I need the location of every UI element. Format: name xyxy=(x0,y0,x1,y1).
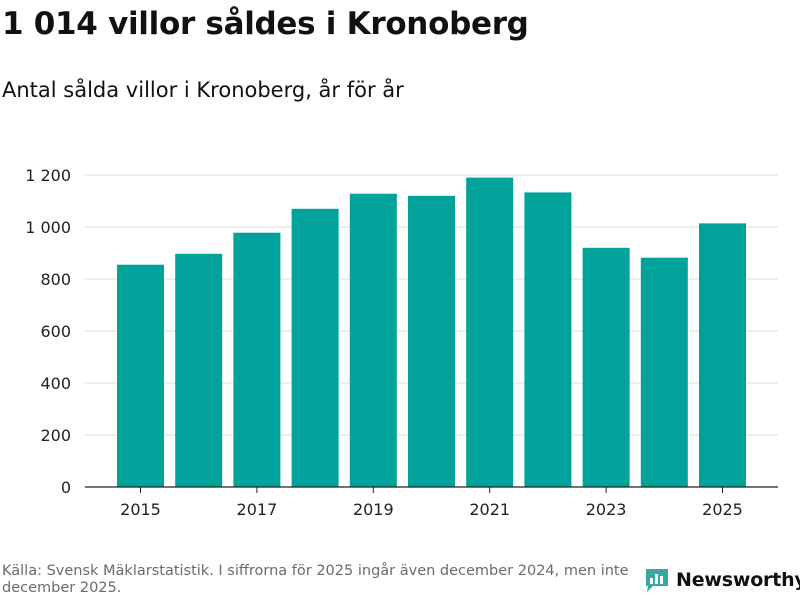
y-tick-label: 800 xyxy=(40,270,71,289)
x-tick-label: 2015 xyxy=(120,500,161,519)
x-tick-label: 2023 xyxy=(586,500,627,519)
bar-2018[interactable] xyxy=(291,208,339,488)
bar-2024[interactable] xyxy=(640,257,688,487)
axes: 0 200 400 600 800 1 000 1 200 2015 2017 2019 2021 2… xyxy=(25,166,778,519)
bars xyxy=(117,177,746,488)
x-tick-label: 2017 xyxy=(237,500,278,519)
x-tick-label: 2019 xyxy=(353,500,394,519)
newsworthy-logo-icon xyxy=(646,569,668,592)
y-tick-label: 200 xyxy=(40,426,71,445)
y-tick-label: 0 xyxy=(61,478,71,497)
y-tick-label: 1 200 xyxy=(25,166,71,185)
bar-2021[interactable] xyxy=(466,177,514,487)
bar-2020[interactable] xyxy=(408,195,455,488)
y-tick-label: 1 000 xyxy=(25,218,71,237)
newsworthy-logo[interactable]: Newsworthy xyxy=(644,567,800,593)
chart-subtitle: Antal sålda villor i Kronoberg, år för å… xyxy=(2,78,404,102)
x-tick-label: 2025 xyxy=(702,500,743,519)
bar-2025[interactable] xyxy=(699,223,746,488)
bar-2016[interactable] xyxy=(175,253,223,487)
bar-2017[interactable] xyxy=(233,232,281,487)
source-note: Källa: Svensk Mäklarstatistik. I siffror… xyxy=(2,563,629,596)
logo-text: Newsworthy xyxy=(676,569,800,591)
bar-2022[interactable] xyxy=(524,192,572,488)
y-tick-label: 600 xyxy=(40,322,71,341)
y-tick-label: 400 xyxy=(40,374,71,393)
bar-2023[interactable] xyxy=(582,247,630,487)
bar-2019[interactable] xyxy=(349,193,397,487)
x-tick-label: 2021 xyxy=(469,500,510,519)
chart-title: 1 014 villor såldes i Kronoberg xyxy=(2,6,529,42)
bar-2015[interactable] xyxy=(117,264,164,487)
